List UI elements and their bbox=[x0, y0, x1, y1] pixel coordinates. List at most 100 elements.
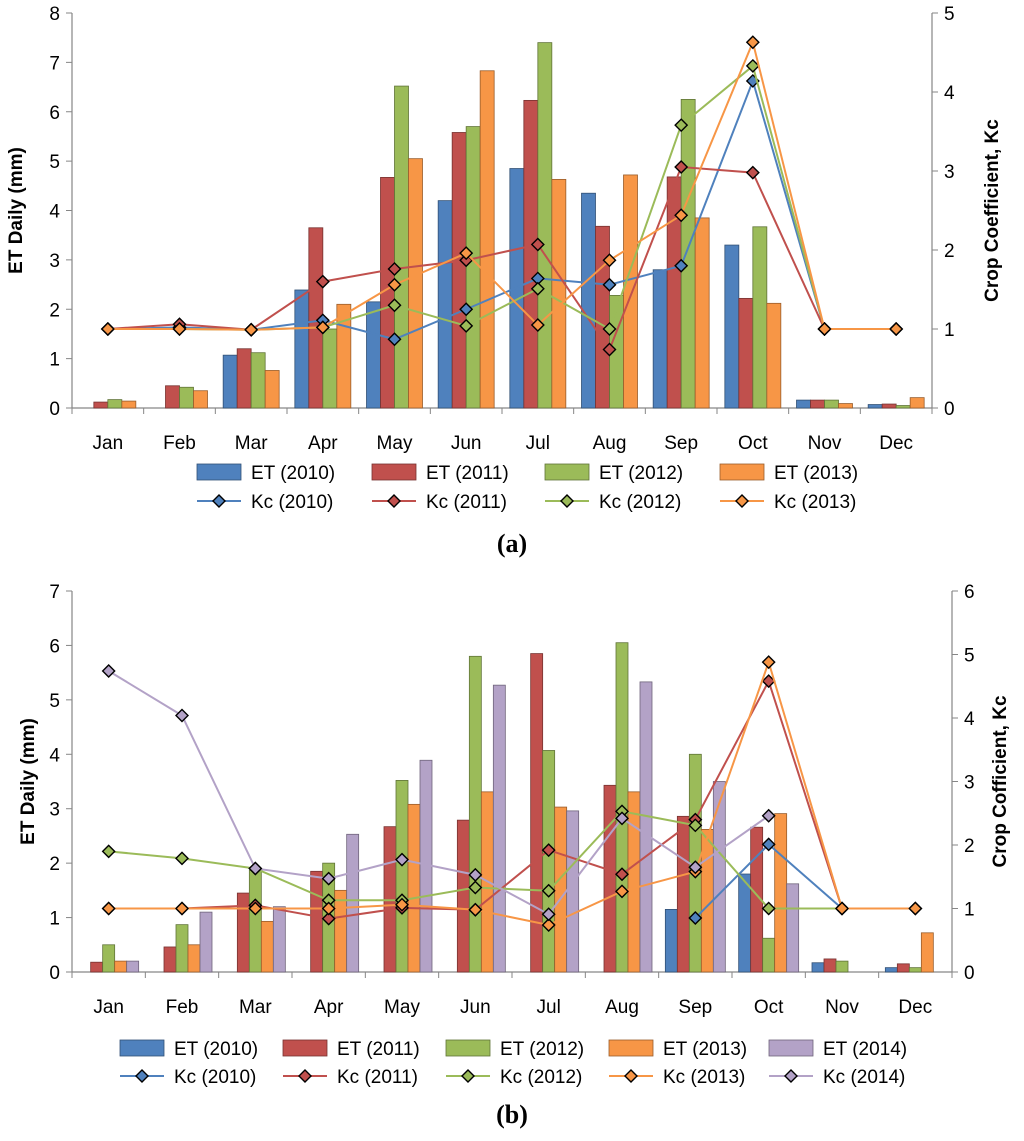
y-axis-right-title: Crop Coefficient, Kc bbox=[982, 119, 1003, 302]
x-tick-label: Jan bbox=[93, 433, 124, 454]
kc-marker bbox=[244, 322, 259, 337]
y-tick-left-label: 0 bbox=[49, 963, 60, 984]
y-tick-left-label: 0 bbox=[49, 399, 60, 420]
y-tick-left-label: 6 bbox=[49, 636, 60, 657]
bar bbox=[523, 99, 539, 409]
kc-marker bbox=[459, 246, 474, 261]
y-tick-right-label: 2 bbox=[944, 241, 955, 262]
chart-b: 0 1 2 3 4 5 6 7 0 1 2 3 4 5 6 Jan Feb Mar Apr May Jun Jul Aug S… bbox=[18, 582, 1011, 1129]
bar bbox=[623, 174, 638, 409]
y-tick-left-label: 1 bbox=[49, 350, 60, 371]
panel-label: (a) bbox=[497, 529, 527, 558]
y-tick-right-label: 4 bbox=[944, 83, 955, 104]
y-tick-left-label: 3 bbox=[49, 251, 60, 272]
legend-bar-swatch bbox=[196, 463, 242, 481]
x-tick-label: Jun bbox=[460, 997, 491, 1018]
y-tick-right-label: 1 bbox=[944, 320, 955, 341]
kc-marker bbox=[541, 907, 556, 922]
legend-bar-label: ET (2010) bbox=[251, 463, 335, 484]
bar bbox=[264, 370, 280, 409]
kc-marker bbox=[321, 871, 336, 886]
legend-bar-label: ET (2011) bbox=[426, 463, 509, 484]
bar bbox=[835, 960, 849, 973]
kc-marker bbox=[615, 884, 629, 899]
y-tick-left-label: 8 bbox=[49, 4, 60, 25]
y-tick-right-label: 2 bbox=[964, 836, 975, 857]
legend: ET (2010) ET (2011) ET (2012) ET (2013) Kc (… bbox=[196, 463, 858, 513]
legend-bar-label: ET (2014) bbox=[823, 1039, 907, 1060]
bar bbox=[766, 302, 782, 409]
bar bbox=[394, 85, 409, 409]
kc-marker bbox=[541, 883, 556, 898]
legend-bar-label: ET (2013) bbox=[663, 1039, 747, 1060]
kc-marker bbox=[889, 322, 904, 336]
bar bbox=[664, 909, 678, 973]
bar bbox=[102, 944, 116, 973]
kc-marker bbox=[175, 851, 189, 866]
x-tick-label: Jul bbox=[537, 997, 561, 1018]
bar-series-2 bbox=[93, 99, 897, 409]
y-tick-left-label: 5 bbox=[49, 691, 60, 712]
kc-series-2 bbox=[100, 160, 904, 357]
kc-marker bbox=[761, 901, 776, 916]
kc-marker bbox=[602, 322, 617, 336]
kc-marker bbox=[395, 852, 409, 867]
bar bbox=[407, 803, 421, 973]
y-tick-right-label: 6 bbox=[964, 582, 975, 603]
kc-marker bbox=[468, 867, 483, 882]
kc-line bbox=[108, 810, 916, 910]
bar bbox=[165, 385, 180, 409]
bar bbox=[93, 401, 109, 409]
kc-marker bbox=[315, 320, 330, 335]
x-tick-label: Dec bbox=[898, 997, 932, 1018]
bar bbox=[468, 655, 482, 973]
legend-bar-swatch bbox=[768, 1039, 814, 1057]
x-tick-label: Nov bbox=[808, 433, 842, 454]
bar bbox=[456, 819, 470, 973]
legend-bar-swatch bbox=[445, 1039, 491, 1057]
bar bbox=[595, 225, 610, 409]
legend-bar-label: ET (2012) bbox=[500, 1039, 584, 1060]
kc-marker bbox=[101, 844, 116, 859]
legend-line-label: Kc (2011) bbox=[426, 492, 507, 513]
kc-marker bbox=[908, 901, 923, 916]
bar bbox=[193, 390, 208, 409]
bar bbox=[867, 404, 883, 409]
panel-label: (b) bbox=[496, 1100, 528, 1129]
y-tick-left-label: 3 bbox=[49, 800, 60, 821]
kc-line bbox=[107, 39, 897, 331]
bar bbox=[896, 963, 910, 973]
chart-a: 0 1 2 3 4 5 6 7 8 0 1 2 3 4 5 Jan Feb Mar Apr May Jun Jul Aug S… bbox=[6, 4, 1003, 558]
bar bbox=[680, 99, 696, 409]
y-tick-left-label: 4 bbox=[49, 202, 60, 223]
bar bbox=[163, 946, 177, 973]
bar bbox=[114, 960, 128, 973]
bar bbox=[179, 386, 194, 409]
bar bbox=[492, 684, 506, 973]
legend-bar-swatch bbox=[544, 463, 590, 481]
bar bbox=[465, 126, 481, 409]
bar bbox=[437, 200, 453, 409]
bar bbox=[920, 932, 934, 973]
x-tick-label: Feb bbox=[166, 997, 199, 1018]
kc-marker bbox=[745, 58, 760, 73]
bar bbox=[479, 70, 495, 409]
legend-line-marker bbox=[624, 1069, 638, 1083]
bar bbox=[811, 962, 825, 973]
bar bbox=[796, 399, 811, 409]
x-tick-label: Apr bbox=[314, 997, 344, 1018]
kc-marker bbox=[100, 322, 115, 336]
kc-marker bbox=[761, 808, 776, 823]
kc-marker bbox=[745, 35, 760, 50]
kc-marker bbox=[602, 253, 617, 268]
legend-line-label: Kc (2010) bbox=[174, 1067, 256, 1088]
kc-marker bbox=[835, 901, 849, 916]
kc-marker bbox=[688, 911, 703, 926]
kc-marker bbox=[387, 277, 402, 292]
kc-marker bbox=[530, 237, 545, 252]
bar bbox=[712, 781, 726, 973]
legend-line-label: Kc (2012) bbox=[500, 1067, 582, 1088]
y-tick-left-label: 1 bbox=[49, 909, 60, 930]
kc-marker bbox=[101, 901, 116, 916]
y-tick-right-label: 3 bbox=[964, 773, 975, 794]
